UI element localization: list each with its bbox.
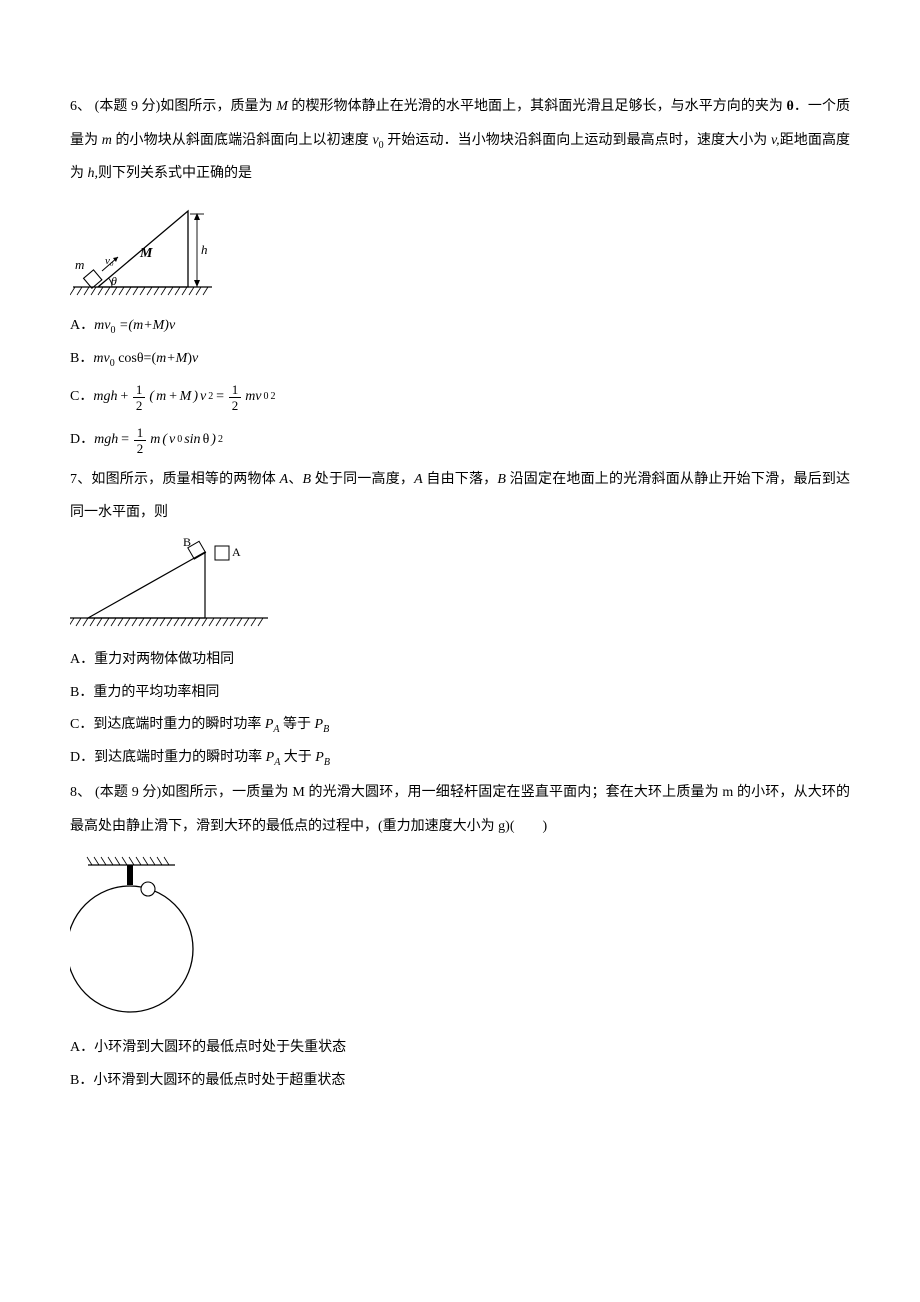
q6-option-B: B．mv0 cosθ=(m+M)v [70,344,850,375]
q8-number: 8、 [70,785,91,800]
q7-figure: B A [70,538,850,633]
q6-option-D: D．mgh = 12m(v0 sin θ)2 [70,420,850,461]
q7-option-A: A．重力对两物体做功相同 [70,645,850,676]
q6-m: m [102,133,112,148]
q6-svg: M m v₀ θ h [70,199,215,299]
q6-figure: M m v₀ θ h [70,199,850,299]
q8-svg [70,851,205,1021]
q6-theta: θ [787,99,794,114]
q6-h: h, [88,166,99,181]
q8-text: 8、 (本题 9 分)如图所示，一质量为 M 的光滑大圆环，用一细轻杆固定在竖直… [70,776,850,843]
q8-optB-text: 小环滑到大圆环的最低点时处于超重状态 [93,1073,345,1088]
q8-option-A: A．小环滑到大圆环的最低点时处于失重状态 [70,1033,850,1064]
q8-figure [70,851,850,1021]
q7-svg: B A [70,538,270,633]
q7-option-D: D．到达底端时重力的瞬时功率 PA 大于 PB [70,743,850,774]
q6-fig-h: h [201,242,208,257]
q7-optA-text: 重力对两物体做功相同 [94,652,234,667]
q8-prefix: (本题 9 分) [95,785,161,800]
q8-option-B: B．小环滑到大圆环的最低点时处于超重状态 [70,1066,850,1097]
q6-M: M [276,99,288,114]
q6-part0: 如图所示，质量为 [160,99,276,114]
q6-option-A: A．mv0 =(m+M)v [70,311,850,342]
q6-part2: 的楔形物体静止在光滑的水平地面上，其斜面光滑且足够长，与水平方向的夹为 [288,99,787,114]
q6-fig-M: M [139,246,153,261]
q7-optB-text: 重力的平均功率相同 [93,685,219,700]
q7-text: 7、如图所示，质量相等的两物体 A、B 处于同一高度，A 自由下落，B 沿固定在… [70,463,850,530]
q6-part6: 的小物块从斜面底端沿斜面向上以初速度 [112,133,373,148]
q7-fig-B: B [183,538,191,549]
q6-part12: 则下列关系式中正确的是 [98,166,252,181]
q7-number: 7、 [70,472,91,487]
q7-option-C: C．到达底端时重力的瞬时功率 PA 等于 PB [70,710,850,741]
q6-text: 6、 (本题 9 分)如图所示，质量为 M 的楔形物体静止在光滑的水平地面上，其… [70,90,850,191]
q7-fig-A: A [232,545,241,559]
q7-option-B: B．重力的平均功率相同 [70,678,850,709]
q6-prefix: (本题 9 分) [95,99,161,114]
q6-option-C: C．mgh + 12(m + M)v2 = 12mv02 [70,377,850,418]
q6-fig-v0: v₀ [105,255,114,267]
q6-v: v, [771,133,780,148]
q6-fig-m: m [75,257,84,272]
q6-fig-theta: θ [111,274,117,288]
q6-part8: 开始运动．当小物块沿斜面向上运动到最高点时，速度大小为 [384,133,771,148]
q8-optA-text: 小环滑到大圆环的最低点时处于失重状态 [94,1040,346,1055]
q6-number: 6、 [70,99,91,114]
